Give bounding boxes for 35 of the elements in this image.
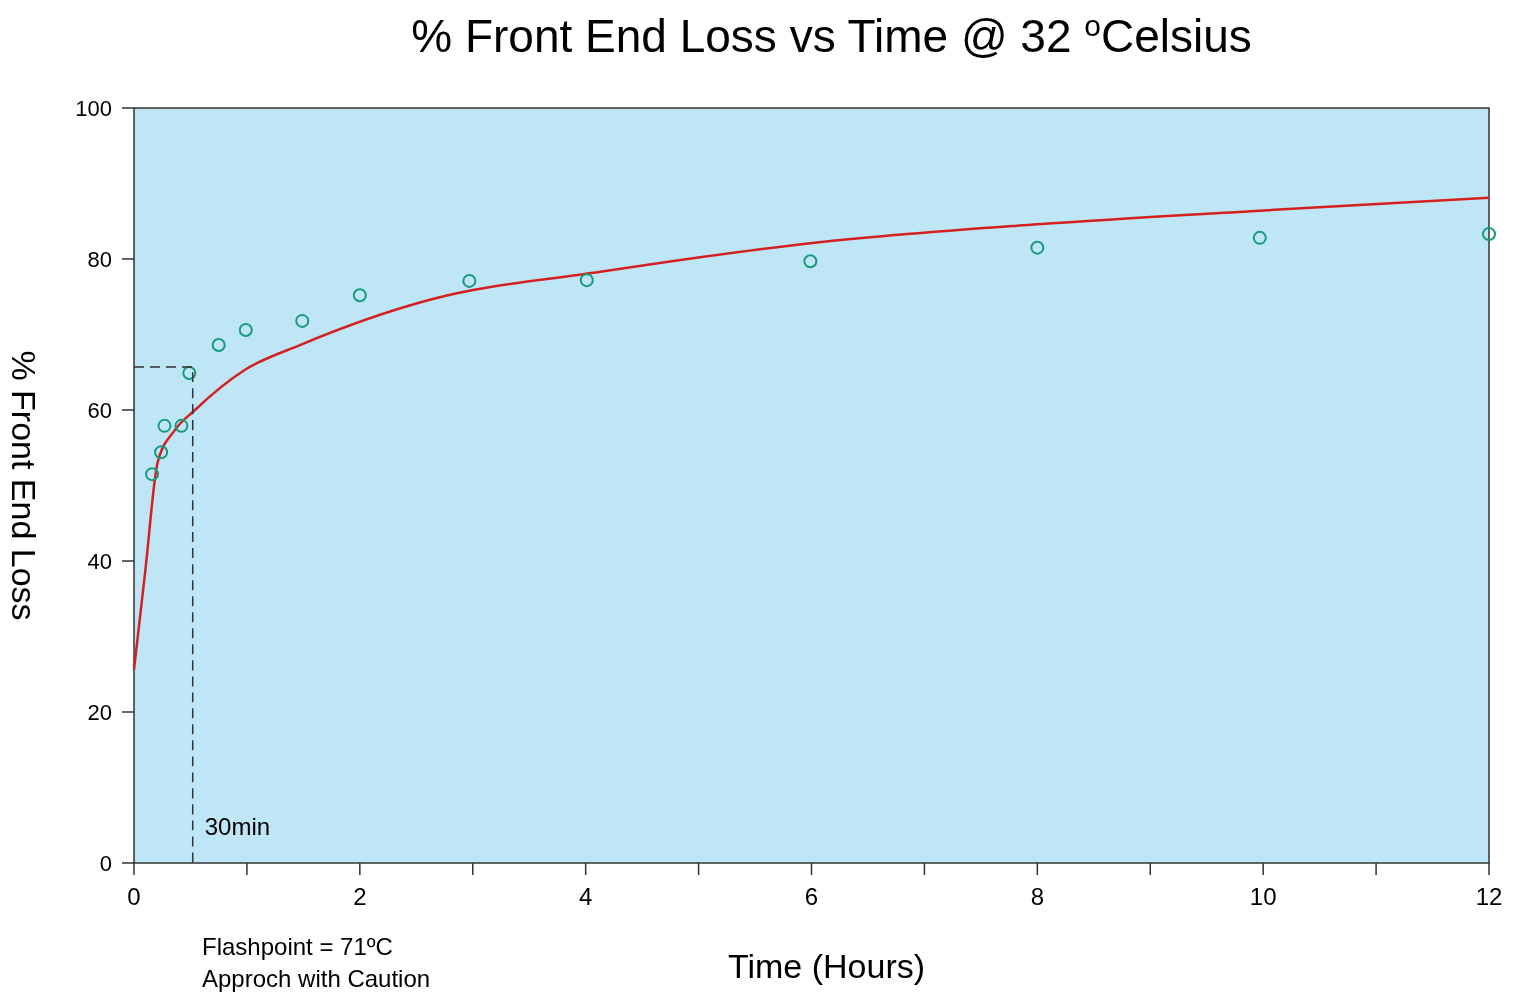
y-tick-label: 80 <box>87 247 112 272</box>
point <box>803 254 818 269</box>
point <box>145 467 160 482</box>
point <box>1030 240 1045 255</box>
point <box>182 366 197 381</box>
point <box>154 445 169 460</box>
text: Flashpoint = 71ºC <box>202 933 393 960</box>
point <box>211 338 226 353</box>
y-tick-label: 60 <box>87 398 112 423</box>
point <box>157 418 172 433</box>
x-tick-label: 0 <box>127 883 141 910</box>
y-tick-label: 0 <box>99 851 112 876</box>
y-tick-label: 20 <box>87 700 112 725</box>
x-tick-label: 4 <box>578 883 593 910</box>
annotation: 30min <box>204 813 271 840</box>
point <box>462 273 477 288</box>
point <box>238 322 253 337</box>
chart-title: % Front End Loss vs Time @ 32 $^{o}$Celsius <box>411 8 1252 62</box>
x-tick-label: 6 <box>804 883 819 910</box>
text: Approch with Caution <box>202 965 431 992</box>
point <box>174 418 189 433</box>
point <box>295 313 310 328</box>
x-axis-title: Time (Hours) <box>727 947 926 985</box>
line-series <box>132 196 1491 671</box>
point <box>579 273 594 288</box>
x-tick-label: 8 <box>1030 883 1045 910</box>
x-tick-label: 10 <box>1249 883 1277 910</box>
y-tick-label: 100 <box>75 96 112 121</box>
x-tick-label: 12 <box>1475 883 1503 910</box>
y-axis-title: % Front End Loss <box>5 350 43 621</box>
point <box>1482 227 1496 242</box>
y-tick-label: 40 <box>87 549 112 574</box>
point <box>1252 230 1267 245</box>
point <box>352 288 367 303</box>
x-tick-label: 2 <box>353 883 367 910</box>
